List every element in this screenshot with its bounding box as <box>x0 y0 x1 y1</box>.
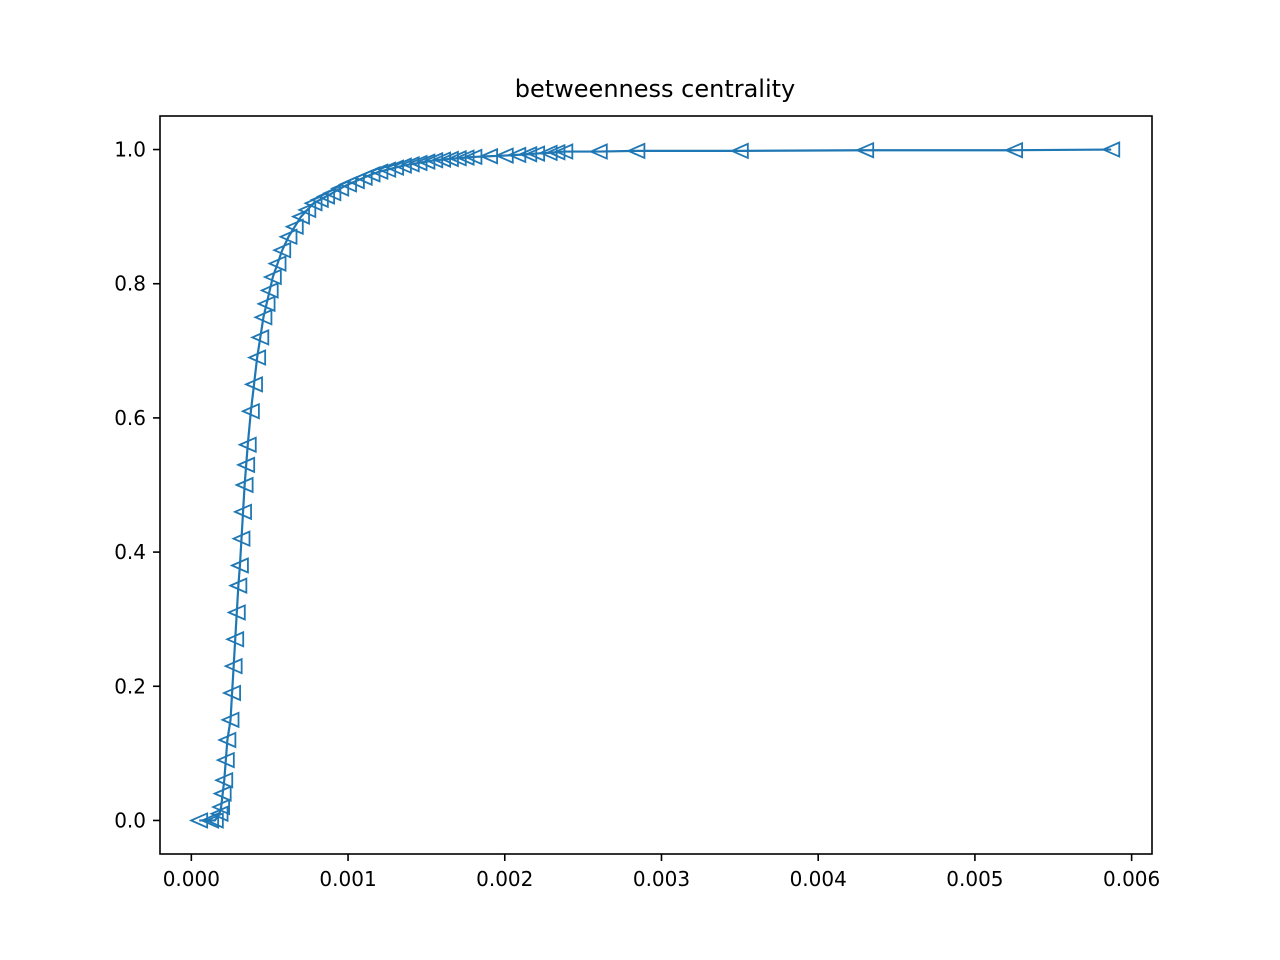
x-tick-label: 0.000 <box>163 867 220 891</box>
data-point <box>588 143 608 160</box>
data-point <box>217 731 237 749</box>
data-point <box>431 151 451 168</box>
y-tick-label: 0.0 <box>114 808 146 832</box>
data-point <box>243 375 263 393</box>
data-point <box>226 604 246 621</box>
y-tick-label: 0.4 <box>114 540 146 564</box>
plot-marks <box>188 141 1121 829</box>
data-point <box>729 142 749 160</box>
data-point <box>199 812 220 829</box>
data-point <box>546 143 566 161</box>
data-point <box>256 295 276 313</box>
data-point <box>221 684 241 702</box>
x-tick-label: 0.006 <box>1103 867 1160 891</box>
data-point <box>854 141 875 159</box>
data-point <box>220 711 240 729</box>
y-tick-label: 1.0 <box>114 138 146 162</box>
data-point <box>322 184 342 202</box>
data-point <box>234 476 254 494</box>
data-point <box>210 798 231 816</box>
data-point <box>400 155 420 173</box>
x-tick-label: 0.002 <box>476 867 533 891</box>
data-point <box>259 282 279 299</box>
data-point <box>212 785 232 802</box>
x-tick-label: 0.004 <box>790 867 847 891</box>
data-point <box>267 255 287 272</box>
data-point <box>416 153 436 170</box>
data-point <box>214 771 234 789</box>
data-point <box>455 149 475 166</box>
data-point <box>284 218 304 236</box>
x-tick-label: 0.001 <box>319 867 376 891</box>
data-point <box>626 142 646 160</box>
data-point <box>538 144 558 162</box>
data-point <box>250 329 270 346</box>
x-tick-label: 0.003 <box>633 867 690 891</box>
data-point <box>229 557 249 574</box>
data-point <box>1101 141 1121 158</box>
data-point <box>439 150 459 168</box>
data-point <box>240 402 260 420</box>
data-point <box>246 349 267 366</box>
data-point <box>392 157 412 175</box>
data-point <box>424 151 444 169</box>
x-tick-label: 0.005 <box>946 867 1003 891</box>
data-point <box>408 154 428 172</box>
data-point <box>290 208 310 226</box>
data-point <box>369 163 389 181</box>
y-tick-label: 0.8 <box>114 272 146 296</box>
data-point <box>204 812 224 829</box>
data-point <box>278 228 298 246</box>
axes-frame <box>159 115 1153 855</box>
data-point <box>384 159 404 177</box>
data-point <box>215 751 235 769</box>
data-point <box>224 630 245 648</box>
data-point <box>231 530 251 548</box>
data-point <box>253 308 273 326</box>
data-point <box>447 149 467 167</box>
data-point <box>1003 141 1023 159</box>
y-tick-label: 0.6 <box>114 406 146 430</box>
data-point <box>518 145 538 163</box>
data-point <box>262 268 282 286</box>
data-point <box>237 436 257 454</box>
axes: 0.000 0.001 0.002 0.003 0.004 0.005 0.006 0.0 0.… <box>114 115 1160 891</box>
data-point <box>228 577 248 595</box>
data-point <box>554 143 574 160</box>
chart-title: betweenness centrality <box>515 75 796 103</box>
data-point <box>271 241 292 259</box>
data-point <box>507 146 527 164</box>
data-point <box>297 201 317 219</box>
data-point <box>376 161 397 179</box>
y-tick-label: 0.2 <box>114 674 146 698</box>
data-point <box>235 456 256 474</box>
data-point <box>223 657 243 675</box>
data-point <box>232 503 252 521</box>
